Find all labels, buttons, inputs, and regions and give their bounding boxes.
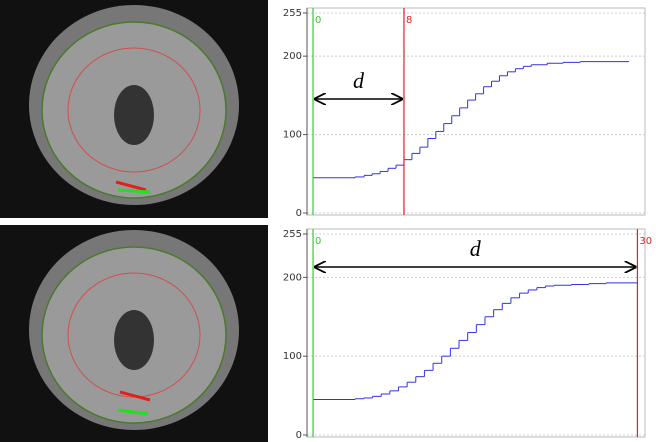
plot-area — [307, 8, 645, 215]
green-line — [118, 190, 150, 192]
mri-bottom — [0, 225, 268, 442]
y-tick-label: 200 — [283, 272, 302, 283]
chart: 0 100 200 255 0 30 d — [283, 229, 652, 441]
ventricles — [114, 85, 154, 145]
distance-label: d — [470, 236, 482, 261]
marker-label: 0 — [315, 15, 321, 26]
distance-label: d — [353, 68, 365, 93]
y-tick-label: 0 — [296, 208, 302, 219]
mri-top — [0, 0, 268, 218]
page: 010020025508d0100200255030d (() => { con… — [0, 0, 656, 442]
y-tick-label: 100 — [283, 351, 302, 362]
y-tick-label: 255 — [283, 229, 302, 240]
marker-label: 8 — [406, 15, 412, 26]
y-tick-label: 100 — [283, 130, 302, 141]
marker-label: 30 — [639, 236, 652, 247]
marker-label: 0 — [315, 236, 321, 247]
chart: 0 100 200 255 0 8 d — [283, 8, 645, 219]
y-tick-label: 0 — [296, 430, 302, 441]
y-tick-label: 255 — [283, 8, 302, 19]
y-tick-label: 200 — [283, 51, 302, 62]
figure: 0 100 200 255 0 8 d 0 100 200 255 0 30 d — [0, 0, 656, 442]
ventricles — [114, 310, 154, 370]
